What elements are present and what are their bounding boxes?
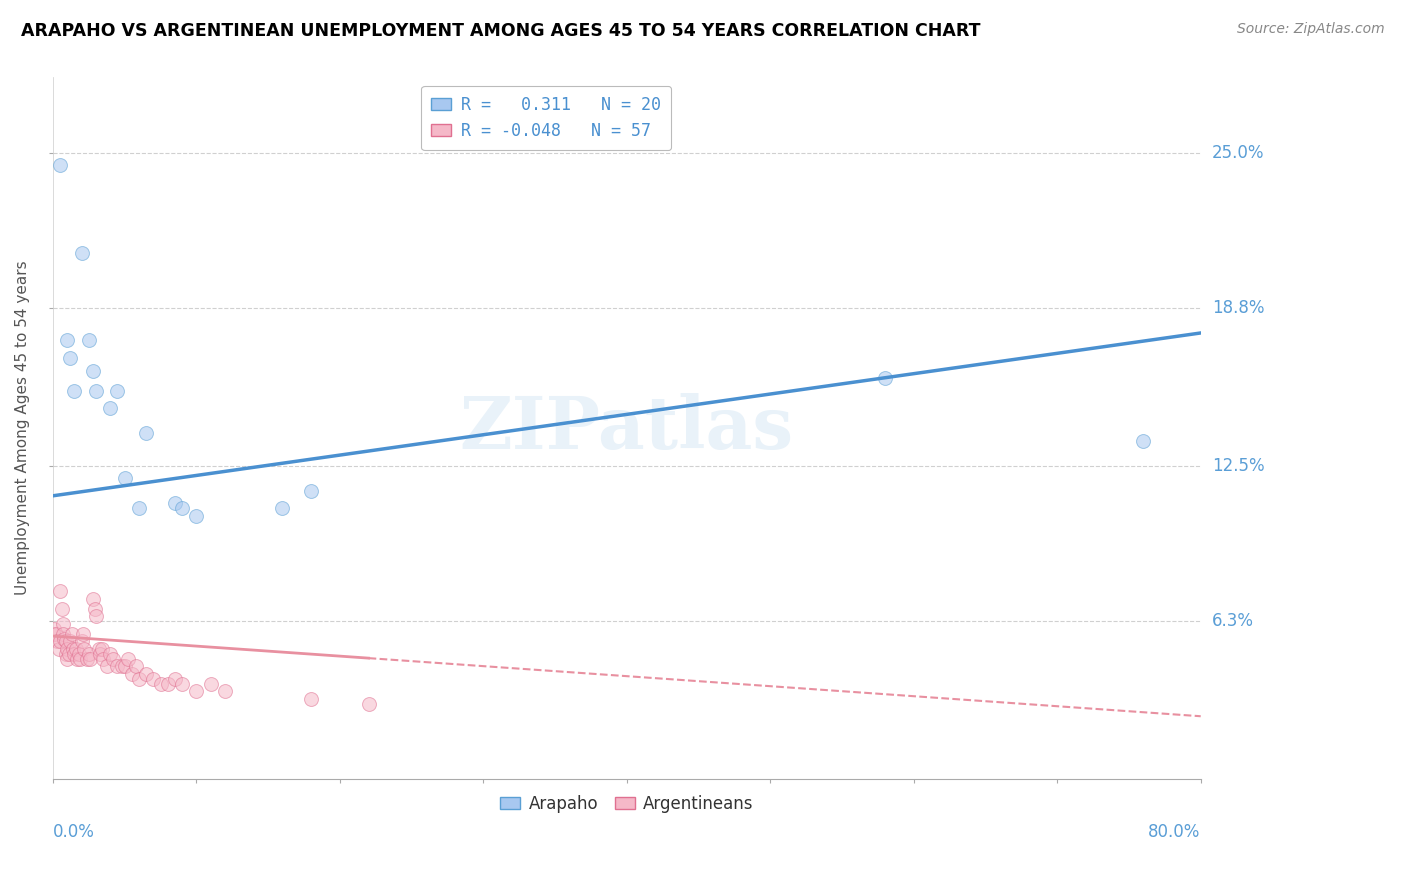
Point xyxy=(299,691,322,706)
Point xyxy=(48,641,70,656)
Point xyxy=(73,641,96,656)
Point xyxy=(90,641,112,656)
Point xyxy=(128,501,150,516)
Text: ZIPatlas: ZIPatlas xyxy=(460,392,794,464)
Point xyxy=(59,634,82,648)
Y-axis label: Unemployment Among Ages 45 to 54 years: Unemployment Among Ages 45 to 54 years xyxy=(15,260,30,596)
Point xyxy=(52,616,75,631)
Point xyxy=(128,672,150,686)
Point xyxy=(107,384,129,398)
Point xyxy=(107,659,129,673)
Point xyxy=(200,676,222,690)
Point xyxy=(59,351,82,365)
Point xyxy=(98,401,121,416)
Point xyxy=(163,496,186,510)
Text: Source: ZipAtlas.com: Source: ZipAtlas.com xyxy=(1237,22,1385,37)
Point xyxy=(135,426,157,441)
Point xyxy=(82,363,104,377)
Point xyxy=(214,684,236,698)
Point xyxy=(1132,434,1154,448)
Text: 6.3%: 6.3% xyxy=(1212,612,1254,630)
Point xyxy=(53,632,76,646)
Point xyxy=(76,651,98,665)
Point xyxy=(125,659,148,673)
Point xyxy=(135,666,157,681)
Point xyxy=(149,676,172,690)
Point xyxy=(101,651,124,665)
Point xyxy=(69,651,91,665)
Point xyxy=(98,647,121,661)
Point xyxy=(114,471,136,485)
Point xyxy=(63,384,86,398)
Point xyxy=(84,609,107,624)
Point xyxy=(70,245,93,260)
Point xyxy=(42,626,65,640)
Point xyxy=(357,697,380,711)
Point xyxy=(63,647,86,661)
Point xyxy=(55,647,77,661)
Point xyxy=(56,334,79,348)
Text: 12.5%: 12.5% xyxy=(1212,457,1264,475)
Point xyxy=(49,158,72,172)
Point xyxy=(67,647,90,661)
Point xyxy=(56,651,79,665)
Point xyxy=(77,334,100,348)
Point xyxy=(91,651,114,665)
Point xyxy=(60,626,83,640)
Point xyxy=(79,651,101,665)
Point xyxy=(96,659,118,673)
Point xyxy=(170,676,193,690)
Point xyxy=(44,622,66,636)
Point xyxy=(46,634,69,648)
Point xyxy=(77,647,100,661)
Point xyxy=(51,601,73,615)
Point xyxy=(72,626,94,640)
Point xyxy=(117,651,139,665)
Point xyxy=(65,641,87,656)
Point xyxy=(114,659,136,673)
Point xyxy=(56,641,79,656)
Point xyxy=(163,672,186,686)
Point xyxy=(83,601,105,615)
Point xyxy=(271,501,294,516)
Point xyxy=(186,684,208,698)
Point xyxy=(70,634,93,648)
Point xyxy=(82,591,104,606)
Text: ARAPAHO VS ARGENTINEAN UNEMPLOYMENT AMONG AGES 45 TO 54 YEARS CORRELATION CHART: ARAPAHO VS ARGENTINEAN UNEMPLOYMENT AMON… xyxy=(21,22,980,40)
Point xyxy=(156,676,179,690)
Point xyxy=(62,641,84,656)
Point xyxy=(186,508,208,523)
Point xyxy=(299,483,322,498)
Text: 25.0%: 25.0% xyxy=(1212,144,1264,161)
Text: 80.0%: 80.0% xyxy=(1149,823,1201,841)
Point xyxy=(87,641,110,656)
Point xyxy=(170,501,193,516)
Point xyxy=(121,666,143,681)
Point xyxy=(49,584,72,599)
Point xyxy=(58,647,80,661)
Point xyxy=(89,647,111,661)
Text: 0.0%: 0.0% xyxy=(53,823,94,841)
Text: 18.8%: 18.8% xyxy=(1212,299,1264,317)
Point xyxy=(142,672,165,686)
Point xyxy=(66,651,89,665)
Point xyxy=(111,659,134,673)
Point xyxy=(45,626,67,640)
Point xyxy=(52,626,75,640)
Legend: Arapaho, Argentineans: Arapaho, Argentineans xyxy=(494,789,761,820)
Point xyxy=(49,634,72,648)
Point xyxy=(55,634,77,648)
Point xyxy=(84,384,107,398)
Point xyxy=(873,371,896,385)
